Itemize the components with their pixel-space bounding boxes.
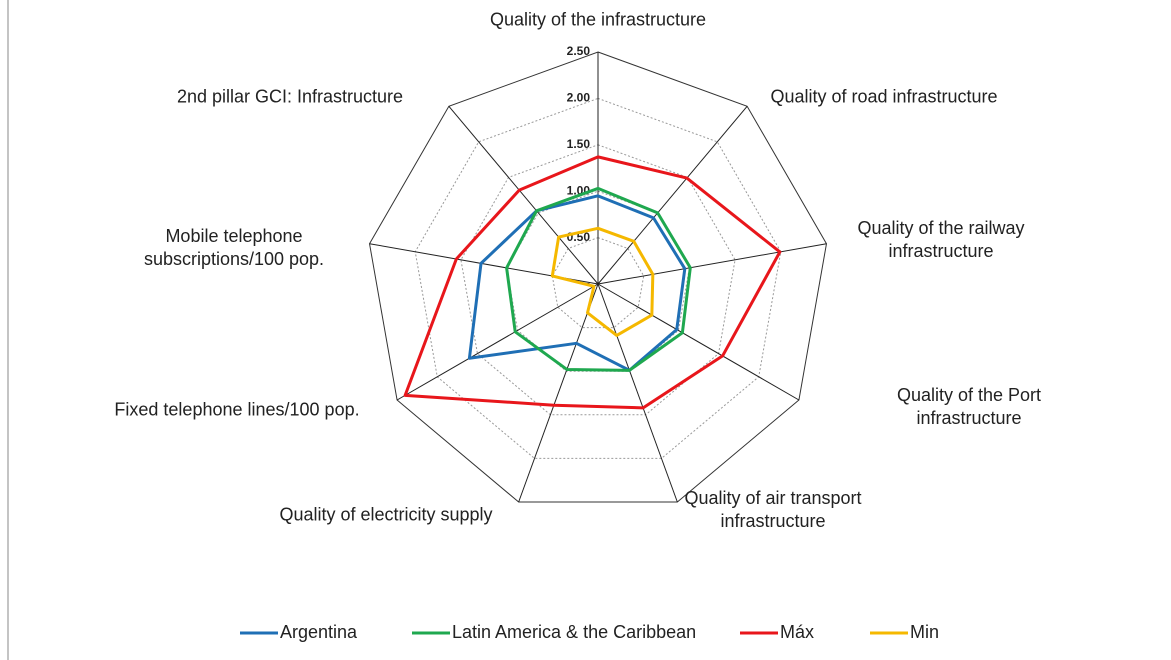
legend-label: Min <box>910 622 939 642</box>
series-line <box>403 155 782 410</box>
tick-label: 1.50 <box>567 137 591 151</box>
category-label: Quality of the infrastructure <box>489 9 707 30</box>
category-label: Mobile telephone subscriptions/100 pop. <box>143 226 325 269</box>
tick-label: - <box>586 276 590 290</box>
series-line <box>505 186 692 372</box>
tick-label: 2.00 <box>567 91 591 105</box>
grid-ring <box>460 144 736 416</box>
spoke <box>518 283 599 503</box>
series-line <box>550 226 655 337</box>
grid-ring <box>369 51 827 503</box>
grid-ring <box>414 97 782 459</box>
legend-label: Latin America & the Caribbean <box>452 622 696 642</box>
category-label: Quality of air transport infrastructure <box>684 488 862 531</box>
series-line <box>467 194 687 372</box>
tick-label: 2.50 <box>567 44 591 58</box>
spoke <box>597 283 800 401</box>
category-label: Quality of road infrastructure <box>770 86 998 107</box>
spoke <box>597 283 678 503</box>
spoke <box>597 243 827 285</box>
legend-label: Argentina <box>280 622 358 642</box>
legend-label: Máx <box>780 622 814 642</box>
spoke <box>597 105 748 285</box>
spoke <box>448 105 599 285</box>
category-label: Quality of electricity supply <box>279 504 493 525</box>
category-label: Quality of the Port infrastructure <box>896 385 1042 428</box>
category-label: 2nd pillar GCI: Infrastructure <box>176 86 404 107</box>
category-label: Fixed telephone lines/100 pop. <box>114 399 360 420</box>
spoke <box>396 283 599 401</box>
category-label: Quality of the railway infrastructure <box>857 218 1025 261</box>
